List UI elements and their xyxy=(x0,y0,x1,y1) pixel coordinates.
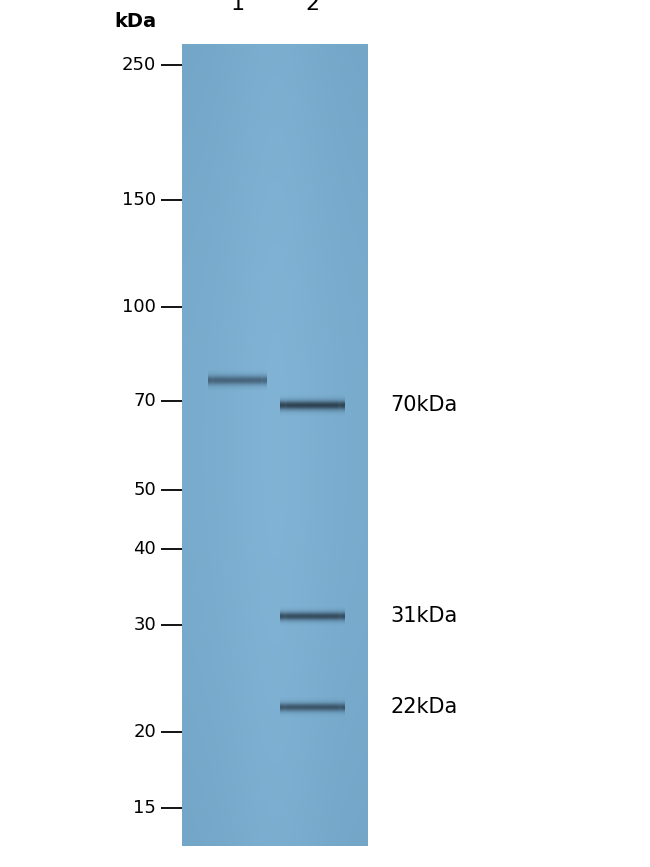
Text: 30: 30 xyxy=(133,616,156,634)
Text: kDa: kDa xyxy=(114,12,156,31)
Text: 22kDa: 22kDa xyxy=(390,697,457,717)
Text: 150: 150 xyxy=(122,191,156,209)
Text: 15: 15 xyxy=(133,799,156,817)
Text: 31kDa: 31kDa xyxy=(390,606,457,626)
Text: 70kDa: 70kDa xyxy=(390,395,457,415)
Text: 40: 40 xyxy=(133,540,156,558)
Text: 70: 70 xyxy=(133,392,156,410)
Text: 50: 50 xyxy=(133,481,156,499)
Text: 2: 2 xyxy=(305,0,319,15)
Text: 250: 250 xyxy=(122,56,156,75)
Text: 100: 100 xyxy=(122,298,156,316)
Text: 20: 20 xyxy=(133,723,156,741)
Text: 1: 1 xyxy=(230,0,244,15)
